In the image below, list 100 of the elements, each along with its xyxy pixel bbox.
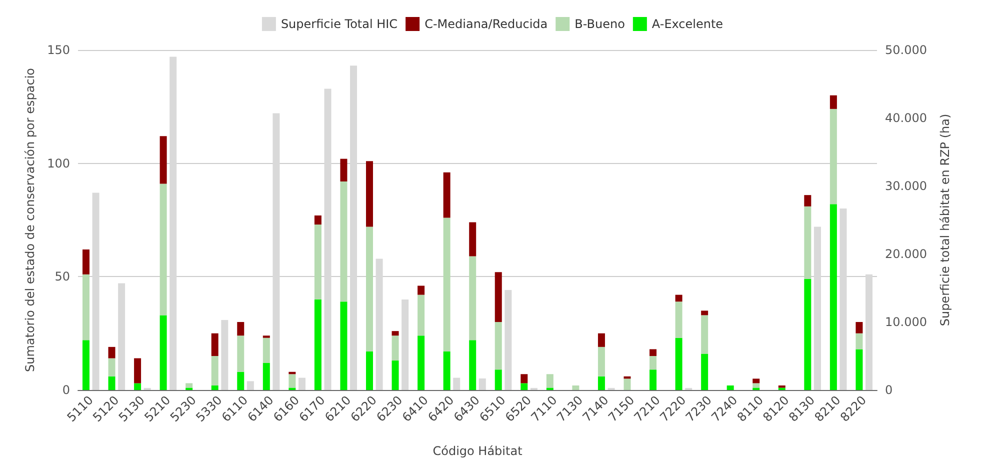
bar	[443, 351, 450, 390]
bar	[340, 302, 348, 390]
bar	[418, 286, 425, 295]
legend-label: A-Excelente	[652, 17, 724, 31]
y2-tick-label: 10.000	[885, 315, 927, 329]
bar	[211, 385, 218, 390]
bar	[314, 215, 322, 225]
bar	[324, 88, 332, 390]
bar	[340, 181, 348, 302]
bar	[856, 322, 863, 334]
bar	[134, 383, 142, 390]
bar	[675, 294, 682, 302]
bar	[856, 349, 863, 390]
bar	[246, 381, 254, 390]
bar	[804, 195, 812, 206]
bar	[598, 333, 605, 347]
bar	[298, 378, 306, 390]
bar	[650, 349, 657, 356]
bar	[186, 383, 193, 388]
bar	[376, 258, 383, 390]
bar	[272, 113, 280, 390]
bar	[814, 226, 821, 390]
bar	[402, 300, 409, 390]
bar	[82, 274, 90, 340]
bar	[598, 346, 605, 376]
y-tick-label: 100	[47, 156, 70, 170]
bar	[237, 336, 244, 372]
bar	[392, 360, 399, 390]
bar	[752, 378, 760, 384]
bar	[418, 294, 425, 336]
bar	[840, 208, 847, 390]
bar	[752, 383, 760, 388]
bar	[494, 272, 502, 322]
bar	[572, 385, 580, 390]
bar	[340, 158, 348, 182]
legend-label: B-Bueno	[574, 17, 625, 31]
bar	[82, 249, 90, 274]
bar	[469, 340, 476, 390]
bar	[856, 333, 863, 350]
bar	[170, 56, 177, 390]
bar	[598, 376, 605, 390]
bar	[701, 310, 708, 316]
bar	[804, 278, 812, 390]
bar	[237, 322, 244, 336]
bar	[726, 385, 734, 390]
bar	[469, 256, 476, 340]
bar	[650, 356, 657, 370]
bar	[211, 333, 218, 356]
bar	[478, 378, 486, 390]
y-axis-title: Sumatorio del estado de conservación por espacio	[23, 68, 37, 372]
bar	[118, 283, 126, 390]
y2-tick-label: 40.000	[885, 111, 927, 125]
bar	[469, 222, 476, 256]
bar	[314, 224, 322, 300]
bar	[453, 378, 460, 390]
bar	[262, 338, 270, 363]
legend-label: Superficie Total HIC	[280, 17, 398, 31]
bar	[82, 340, 90, 390]
bar	[366, 161, 374, 227]
bar	[520, 374, 528, 384]
x-axis-title: Código Hábitat	[432, 444, 523, 458]
y2-tick-label: 50.000	[885, 43, 927, 57]
bar	[804, 206, 812, 279]
bar	[830, 108, 837, 204]
bar	[211, 356, 218, 386]
bar	[108, 358, 116, 376]
bar	[494, 322, 502, 370]
bar	[830, 95, 837, 109]
bar	[443, 172, 450, 218]
legend-label: C-Mediana/Reducida	[424, 17, 548, 31]
bar	[546, 374, 554, 388]
bar	[701, 315, 708, 354]
bar	[160, 136, 167, 184]
bar	[494, 370, 502, 390]
bar	[237, 372, 244, 390]
bar	[160, 184, 167, 316]
bar	[160, 315, 167, 390]
y2-tick-label: 0	[885, 383, 893, 397]
bar	[262, 362, 270, 390]
bar	[701, 354, 708, 390]
y2-tick-label: 30.000	[885, 179, 927, 193]
bar	[650, 370, 657, 390]
y-tick-label: 0	[62, 383, 70, 397]
bar	[92, 192, 100, 390]
bar	[830, 204, 837, 390]
bar	[288, 374, 296, 388]
bar	[675, 338, 682, 390]
y-tick-label: 150	[47, 43, 70, 57]
bar	[108, 346, 116, 358]
bar	[392, 331, 399, 336]
bar	[366, 351, 374, 390]
bar	[418, 336, 425, 390]
bar	[108, 376, 116, 390]
bar	[866, 274, 873, 390]
bar	[314, 299, 322, 390]
bar	[366, 226, 374, 352]
bar	[624, 378, 631, 390]
bar	[504, 290, 512, 390]
bar	[443, 218, 450, 352]
bar	[675, 302, 682, 338]
